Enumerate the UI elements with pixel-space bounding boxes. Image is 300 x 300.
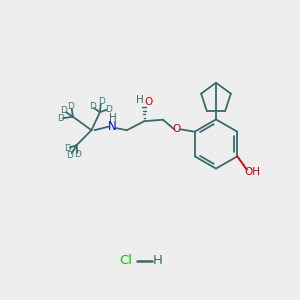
Text: D: D [61,106,67,115]
Text: D: D [57,114,64,123]
Text: OH: OH [244,167,260,177]
Text: O: O [144,97,153,107]
Text: D: D [105,105,112,114]
Text: D: D [98,97,105,106]
Text: D: D [67,102,74,111]
Text: D: D [67,151,73,160]
Text: N: N [108,120,117,133]
Text: H: H [136,95,144,105]
Text: H: H [153,254,162,268]
Text: D: D [64,144,71,153]
Text: Cl: Cl [119,254,133,268]
Text: O: O [172,124,180,134]
Text: D: D [75,150,81,159]
Text: D: D [89,102,96,111]
Text: H: H [109,113,116,123]
